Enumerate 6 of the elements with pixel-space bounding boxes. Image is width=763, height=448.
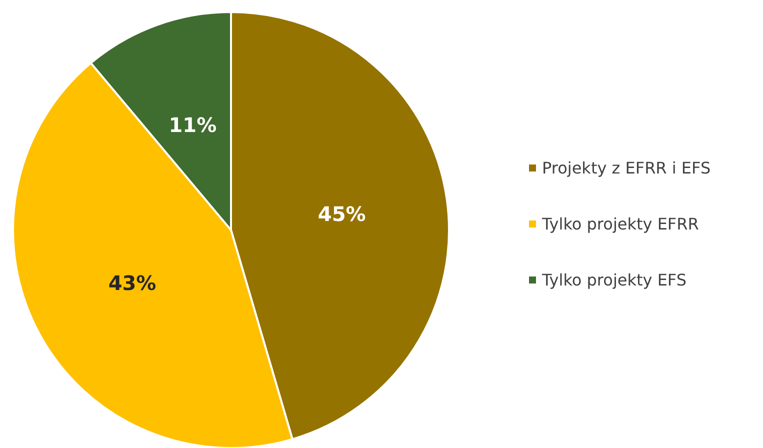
legend-label: Projekty z EFRR i EFS: [542, 158, 711, 178]
data-label: 43%: [108, 270, 156, 295]
legend-label: Tylko projekty EFRR: [541, 214, 699, 234]
legend-label: Tylko projekty EFS: [541, 270, 687, 290]
data-label: 45%: [318, 202, 366, 226]
data-label: 11%: [168, 112, 217, 137]
